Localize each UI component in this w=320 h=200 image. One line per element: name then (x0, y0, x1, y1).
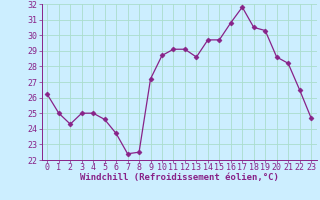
X-axis label: Windchill (Refroidissement éolien,°C): Windchill (Refroidissement éolien,°C) (80, 173, 279, 182)
